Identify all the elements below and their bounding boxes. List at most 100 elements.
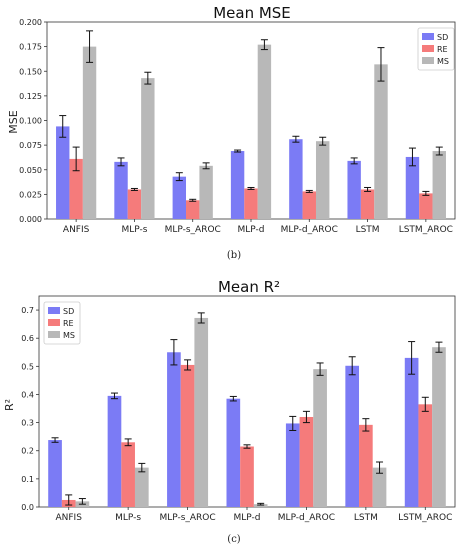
error-bar xyxy=(202,162,210,170)
bar-re xyxy=(299,416,314,507)
error-bar xyxy=(86,30,94,63)
bar-sd xyxy=(56,126,70,219)
bar-re xyxy=(419,193,433,219)
y-tick-label: 0.3 xyxy=(21,419,34,428)
chart-1-caption: (b) xyxy=(227,250,241,261)
bar-sd xyxy=(345,365,360,507)
legend-label-re: RE xyxy=(437,45,448,54)
bar-sd xyxy=(114,161,128,219)
bar-re xyxy=(359,424,373,507)
chart-1-ylabel: MSE xyxy=(7,110,20,133)
y-tick-label: 0.7 xyxy=(21,306,34,315)
error-bar xyxy=(175,172,183,182)
bar-sd xyxy=(404,357,419,507)
x-tick-label: LSTM xyxy=(354,513,378,523)
error-bar xyxy=(350,157,358,165)
bar-re xyxy=(121,442,135,507)
bar-re xyxy=(186,200,200,219)
error-bar xyxy=(78,498,86,505)
y-tick-label: 0.125 xyxy=(19,92,42,101)
error-bar xyxy=(364,186,372,192)
x-tick-label: MLP-s_AROC xyxy=(165,225,221,235)
error-bar xyxy=(247,186,255,190)
error-bar xyxy=(289,415,297,431)
error-bar xyxy=(51,437,59,443)
error-bar xyxy=(117,157,125,167)
bar-sd xyxy=(226,398,241,507)
bar-sd xyxy=(167,352,181,507)
bar-ms xyxy=(134,467,149,507)
bar-sd xyxy=(405,156,420,219)
bar-re xyxy=(360,189,375,219)
bar-sd xyxy=(107,395,122,507)
bar-ms xyxy=(141,78,155,220)
bar-sd xyxy=(285,423,300,507)
y-tick-label: 0.2 xyxy=(21,447,34,456)
error-bar xyxy=(124,438,132,447)
error-bar xyxy=(257,502,265,506)
bar-re xyxy=(244,188,258,219)
error-bar xyxy=(435,341,443,353)
error-bar xyxy=(302,410,310,424)
bar-ms xyxy=(372,467,387,507)
y-tick-label: 0.050 xyxy=(19,166,42,175)
y-tick-label: 0.6 xyxy=(21,334,34,343)
x-tick-label: LSTM_AROC xyxy=(398,513,452,523)
bar-sd xyxy=(172,176,187,219)
bar-sd xyxy=(230,151,245,219)
error-bar xyxy=(421,396,429,412)
chart-1-legend: SD RE MS xyxy=(417,27,455,71)
error-bar xyxy=(292,135,300,143)
legend-label-ms: MS xyxy=(63,331,75,340)
error-bar xyxy=(110,392,118,400)
chart-2-ylabel: R² xyxy=(3,399,16,411)
legend-swatch-re xyxy=(48,319,60,326)
bar-ms xyxy=(313,369,327,507)
error-bar xyxy=(243,444,251,449)
error-bar xyxy=(229,395,237,402)
error-bar xyxy=(144,71,152,85)
legend-swatch-ms xyxy=(48,331,60,338)
legend-label-ms: MS xyxy=(437,57,449,66)
chart-2-plot: 0.0 0.1 0.2 0.3 0.4 0.5 0.6 0.7 ANFIS MLP-s MLP-s_… xyxy=(21,295,456,523)
bar-ms xyxy=(253,504,268,507)
error-bar xyxy=(316,362,324,376)
error-bar xyxy=(319,136,327,146)
bar-re xyxy=(418,404,433,507)
x-tick-label: ANFIS xyxy=(63,225,90,235)
bar-re xyxy=(240,446,254,507)
legend-swatch-ms xyxy=(422,57,434,64)
error-bar xyxy=(408,147,416,167)
legend-label-re: RE xyxy=(63,319,74,328)
error-bar xyxy=(305,189,313,193)
y-tick-label: 0.0 xyxy=(21,503,34,512)
chart-2-legend: SD RE MS xyxy=(43,301,81,345)
chart-2-caption: (c) xyxy=(227,534,241,545)
bar-re xyxy=(127,189,142,219)
x-tick-label: MLP-d xyxy=(238,225,265,235)
error-bar xyxy=(72,146,80,172)
x-tick-label: LSTM_AROC xyxy=(399,225,453,235)
y-tick-label: 0.175 xyxy=(19,43,42,52)
bar-re xyxy=(180,364,195,507)
y-tick-label: 0.1 xyxy=(21,475,34,484)
legend-swatch-re xyxy=(422,45,434,52)
legend-swatch-sd xyxy=(48,307,60,314)
legend-label-sd: SD xyxy=(437,33,448,42)
error-bar xyxy=(197,312,205,324)
x-tick-label: MLP-s_AROC xyxy=(159,513,215,523)
y-tick-label: 0.150 xyxy=(19,67,42,76)
x-tick-label: MLP-d xyxy=(234,513,261,523)
x-tick-label: MLP-s xyxy=(115,513,141,523)
bar-ms xyxy=(432,347,446,507)
error-bar xyxy=(435,146,443,156)
y-tick-label: 0.4 xyxy=(21,390,34,399)
error-bar xyxy=(348,356,356,376)
error-bar xyxy=(184,359,192,371)
error-bar xyxy=(260,39,268,51)
error-bar xyxy=(130,187,138,191)
y-tick-label: 0.000 xyxy=(19,215,42,224)
x-tick-label: MLP-d_AROC xyxy=(281,225,338,235)
bar-ms xyxy=(194,317,209,507)
